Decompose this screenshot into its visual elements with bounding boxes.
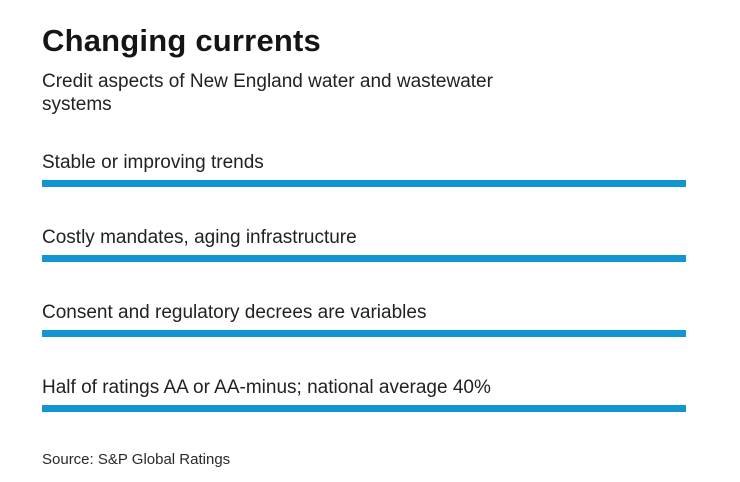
list-item-label: Half of ratings AA or AA-minus; national… xyxy=(42,377,491,398)
subtitle-line-2: systems xyxy=(42,94,112,115)
page-subtitle: Credit aspects of New England water and … xyxy=(42,70,686,116)
list-item-label: Consent and regulatory decrees are varia… xyxy=(42,302,427,323)
list-item: Stable or improving trends xyxy=(42,152,686,187)
list-item-label: Stable or improving trends xyxy=(42,152,264,173)
credit-aspects-list: Stable or improving trends Costly mandat… xyxy=(42,152,686,412)
list-item-label: Costly mandates, aging infrastructure xyxy=(42,227,357,248)
accent-rule xyxy=(42,405,686,412)
accent-rule xyxy=(42,255,686,262)
accent-rule xyxy=(42,330,686,337)
accent-rule xyxy=(42,180,686,187)
page-title: Changing currents xyxy=(42,23,321,58)
subtitle-line-1: Credit aspects of New England water and … xyxy=(42,71,493,92)
source-attribution: Source: S&P Global Ratings xyxy=(42,451,231,468)
list-item: Half of ratings AA or AA-minus; national… xyxy=(42,377,686,412)
list-item: Costly mandates, aging infrastructure xyxy=(42,227,686,262)
list-item: Consent and regulatory decrees are varia… xyxy=(42,302,686,337)
